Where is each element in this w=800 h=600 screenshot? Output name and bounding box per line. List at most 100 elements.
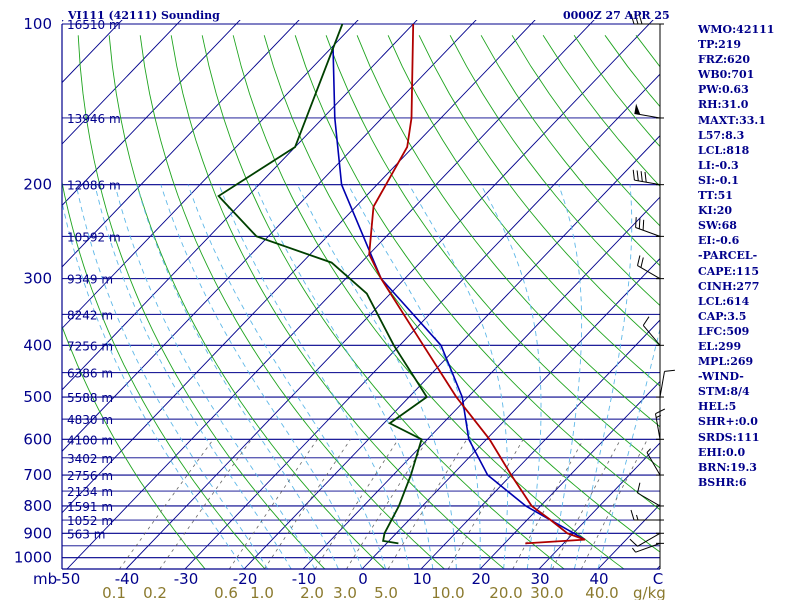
temperature-profile	[368, 23, 586, 545]
index-item: LCL:614	[698, 294, 750, 308]
index-item: SHR+:0.0	[698, 415, 758, 429]
moist-adiabat-line	[550, 184, 583, 569]
wind-barb	[637, 482, 664, 507]
wind-half-feather	[655, 414, 662, 419]
mixing-ratio-line	[512, 439, 584, 569]
wind-pennant	[634, 103, 641, 115]
dry-adiabat-line	[108, 35, 385, 569]
sounding-profiles	[217, 23, 586, 545]
wind-barb	[656, 369, 675, 398]
wind-barb	[630, 13, 664, 25]
height-label: 4830 m	[67, 413, 113, 427]
mixing-ratio-unit-label: g/kg	[633, 584, 666, 600]
dry-adiabat-line	[356, 35, 660, 428]
isotherm-line	[62, 20, 64, 22]
moist-adiabat-line	[136, 184, 339, 569]
index-item: CAPE:115	[698, 264, 759, 278]
wind-shaft	[635, 227, 661, 237]
wind-half-feather	[636, 514, 639, 521]
mixing-ratio-tick-label: 3.0	[333, 584, 357, 600]
wind-barb	[642, 316, 664, 346]
isotherm-line	[184, 73, 660, 569]
mixing-ratio-tick-label: 0.1	[102, 584, 126, 600]
wind-feather	[630, 509, 635, 521]
index-item: SRDS:111	[698, 430, 760, 444]
index-item: BSHR:6	[698, 475, 747, 489]
isotherm-line	[420, 319, 660, 569]
wind-feather	[642, 316, 650, 326]
pressure-tick-label: 700	[23, 466, 52, 484]
index-item: L57:8.3	[698, 128, 745, 142]
moist-adiabat-line	[297, 184, 457, 569]
index-item: LCL:818	[698, 143, 750, 157]
wind-feather	[644, 171, 647, 183]
mixing-ratio-line	[119, 439, 214, 569]
wind-barb	[632, 542, 664, 553]
wind-shaft	[637, 265, 661, 280]
dry-adiabat-line	[170, 35, 505, 569]
index-item: CAP:3.5	[698, 309, 747, 323]
wind-feather	[655, 408, 666, 415]
wind-shaft	[634, 179, 661, 186]
moist-adiabat-line	[218, 184, 410, 569]
pressure-unit-label: mb	[33, 570, 57, 588]
wind-feather	[640, 171, 643, 182]
index-item: LI:-0.3	[698, 158, 739, 172]
wind-half-feather	[632, 547, 636, 553]
mixing-ratio-tick-label: 5.0	[374, 584, 398, 600]
wind-feather	[638, 13, 643, 25]
moist-adiabat-line	[187, 184, 387, 569]
height-label: 2756 m	[67, 469, 113, 483]
index-item: BRN:19.3	[698, 460, 757, 474]
moist-adiabat-line	[347, 184, 481, 569]
isotherm-line	[0, 14, 10, 569]
pressure-tick-label: 800	[23, 497, 52, 515]
mixing-ratio-line	[447, 439, 524, 569]
wind-shaft	[637, 532, 661, 547]
index-item: CINH:277	[698, 279, 760, 293]
parcel-trace	[332, 46, 586, 541]
wind-barbs	[629, 13, 675, 569]
index-item: LFC:509	[698, 324, 750, 338]
isotherm-tick-label: 20	[471, 570, 490, 588]
isotherm-tick-label: 10	[412, 570, 431, 588]
dry-adiabat-line	[62, 325, 206, 569]
stability-index-panel: WMO:42111 TP:219 FRZ:620 WB0:701 PW:0.63 RH:3…	[698, 22, 798, 490]
isotherm-tick-label: -20	[233, 570, 258, 588]
mixing-ratio-tick-label: 40.0	[585, 584, 618, 600]
moist-adiabat-line	[114, 184, 316, 569]
mixing-ratio-tick-label: 0.6	[214, 584, 238, 600]
dry-adiabat-line	[480, 35, 660, 267]
moist-adiabat-line	[160, 184, 363, 569]
mixing-ratio-line	[264, 439, 351, 569]
dry-adiabat-line	[77, 35, 326, 569]
wind-shaft	[642, 325, 661, 346]
isotherm-line	[361, 257, 660, 569]
wind-feather	[637, 255, 641, 266]
height-label: 3402 m	[67, 452, 113, 466]
height-label: 10592 m	[67, 230, 121, 244]
mixing-ratio-line	[387, 439, 468, 569]
wind-feather	[642, 219, 645, 231]
height-label: 563 m	[67, 527, 105, 541]
index-item: -PARCEL-	[698, 249, 758, 263]
wind-shaft	[646, 452, 661, 476]
isotherm-line	[62, 20, 359, 330]
isotherm-tick-label: 40	[589, 570, 608, 588]
dry-adiabat-line	[62, 179, 266, 569]
index-item: PW:0.63	[698, 83, 749, 97]
wind-feather	[637, 482, 641, 494]
height-label: 1591 m	[67, 500, 113, 514]
height-label: 7256 m	[67, 339, 113, 353]
moist-adiabat-line	[94, 184, 292, 569]
pressure-tick-label: 100	[23, 15, 52, 33]
dry-adiabat-line	[232, 35, 625, 569]
dry-adiabat-line	[263, 35, 660, 553]
isotherm-line	[538, 442, 660, 569]
isotherm-tick-label: -10	[292, 570, 317, 588]
height-label: 16510 m	[67, 18, 121, 32]
moist-adiabat-line	[480, 184, 542, 569]
pressure-tick-label: 500	[23, 388, 52, 406]
